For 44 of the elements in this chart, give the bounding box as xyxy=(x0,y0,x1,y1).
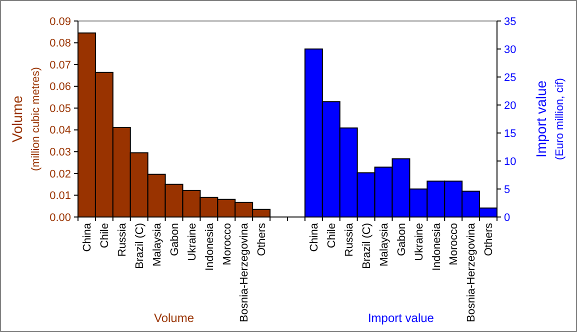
y-tick-label: 0.02 xyxy=(50,168,71,180)
y2-tick-label: 35 xyxy=(504,16,516,28)
x-tick-label: Malaysia xyxy=(151,222,164,266)
x-tick-label: Others xyxy=(256,222,268,256)
y-tick-label: 0.03 xyxy=(50,146,71,159)
y2-tick-label: 30 xyxy=(504,44,516,56)
x-tick-label: China xyxy=(308,222,321,252)
y-tick-label: 0.08 xyxy=(50,38,71,50)
text: Import value xyxy=(368,311,434,326)
y-tick-label: 0.07 xyxy=(50,59,71,72)
y2-tick-label: 25 xyxy=(504,72,516,84)
y-tick-label: 0.01 xyxy=(50,190,71,202)
y-tick-label: 0.06 xyxy=(50,81,71,94)
x-tick-label: Others xyxy=(483,222,496,256)
y-tick-label: 0.04 xyxy=(50,124,71,137)
x-tick-label: Malaysia xyxy=(378,222,390,266)
y-axis-title: Volume (million cubic metres) xyxy=(8,67,42,171)
y-tick-label: 0.00 xyxy=(50,212,71,224)
x-tick-label: Gabon xyxy=(168,223,181,256)
y-tick-label: 0.09 xyxy=(50,16,71,28)
x-tick-label: Morocco xyxy=(221,223,234,266)
y2-tick-label: 10 xyxy=(504,156,516,168)
y-tick-label: 0.05 xyxy=(50,102,71,115)
y2-tick-label: 5 xyxy=(504,184,510,196)
x-tick-label: Bosnia-Herzegovina xyxy=(238,222,251,322)
text: Volume xyxy=(154,311,194,326)
x-tick-label: Gabon xyxy=(396,223,408,256)
x-tick-label: Indonesia xyxy=(204,222,216,271)
x-tick-label: Ukraine xyxy=(413,223,426,261)
x-tick-label: Morocco xyxy=(448,223,460,266)
y2-tick-label: 0 xyxy=(504,212,510,224)
x-tick-label: Russia xyxy=(116,222,128,257)
x-tick-label: Indonesia xyxy=(430,222,443,271)
x-tick-label: Bosnia-Herzegovina xyxy=(466,222,478,322)
x-tick-label: Chile xyxy=(326,223,338,248)
x-tick-label: Ukraine xyxy=(186,223,198,261)
y2-axis-title: Import value (Euro million, cif) xyxy=(532,78,566,160)
y2-tick-label: 15 xyxy=(504,128,516,140)
x-tick-label: Chile xyxy=(99,223,112,248)
y2-tick-label: 20 xyxy=(504,100,516,112)
x-tick-label: Brazil (C) xyxy=(134,223,146,269)
x-tick-label: Russia xyxy=(343,222,356,257)
x-tick-label: Brazil (C) xyxy=(360,223,373,269)
x-tick-label: China xyxy=(82,222,94,252)
